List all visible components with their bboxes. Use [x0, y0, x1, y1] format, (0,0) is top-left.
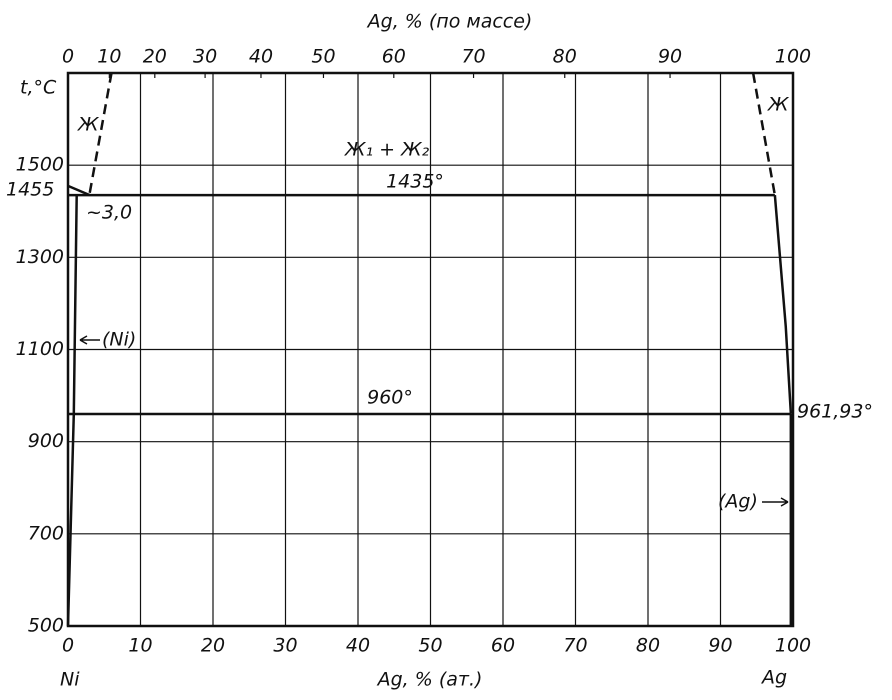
x-tick-label: 60: [491, 635, 515, 657]
x-tick-label: 20: [201, 635, 225, 657]
top-tick-label: 10: [97, 46, 121, 68]
y-tick-label: 1100: [16, 338, 64, 360]
y-axis-title: t,°C: [20, 77, 57, 99]
annotation: 1455: [6, 179, 54, 201]
top-tick-label: 30: [193, 46, 217, 68]
top-tick-label: 100: [775, 46, 811, 68]
top-tick-label: 70: [461, 46, 485, 68]
phase-boundary: [751, 72, 777, 196]
x-tick-label: 40: [346, 635, 370, 657]
annotation: (Ni): [102, 329, 136, 351]
annotation: Ж: [767, 94, 790, 116]
top-tick-label: 80: [553, 46, 577, 68]
x-tick-label: 10: [128, 635, 152, 657]
phase-boundary: [88, 72, 113, 194]
arrow: [762, 497, 789, 507]
top-tick-label: 0: [62, 46, 74, 68]
y-tick-label: 1300: [16, 246, 64, 268]
top-tick-label: 90: [658, 46, 682, 68]
top-tick-label: 60: [382, 46, 406, 68]
x-tick-label: 70: [563, 635, 587, 657]
x-tick-label: 0: [62, 635, 74, 657]
x-tick-label: 100: [775, 635, 811, 657]
annotation: 961,93°: [797, 401, 873, 423]
phase-boundary: [67, 184, 91, 197]
top-tick-label: 40: [249, 46, 273, 68]
top-tick-label: 20: [143, 46, 167, 68]
x-tick-label: 30: [273, 635, 297, 657]
annotation: Ж₁ + Ж₂: [344, 139, 430, 161]
x-tick-label: 50: [418, 635, 442, 657]
phase-boundary: [66, 195, 78, 627]
annotation: (Ag): [718, 491, 758, 513]
arrow: [79, 335, 100, 345]
top-tick-label: 50: [311, 46, 335, 68]
x-tick-label: 80: [636, 635, 660, 657]
x-tick-label: 90: [708, 635, 732, 657]
annotation: 960°: [367, 387, 413, 409]
annotation: Ж: [77, 114, 100, 136]
y-tick-label: 500: [28, 615, 64, 637]
x-axis-title: Ag, % (ат.): [376, 669, 483, 691]
y-tick-label: 900: [28, 430, 64, 452]
annotation: Ni: [60, 669, 80, 691]
y-tick-label: 1500: [16, 154, 64, 176]
annotation: Ag: [760, 667, 787, 689]
y-tick-label: 700: [28, 522, 64, 544]
annotation: 1435°: [386, 171, 444, 193]
annotation: ~3,0: [86, 202, 132, 224]
top-axis-title: Ag, % (по массе): [366, 11, 533, 33]
phase-boundary: [773, 195, 793, 414]
